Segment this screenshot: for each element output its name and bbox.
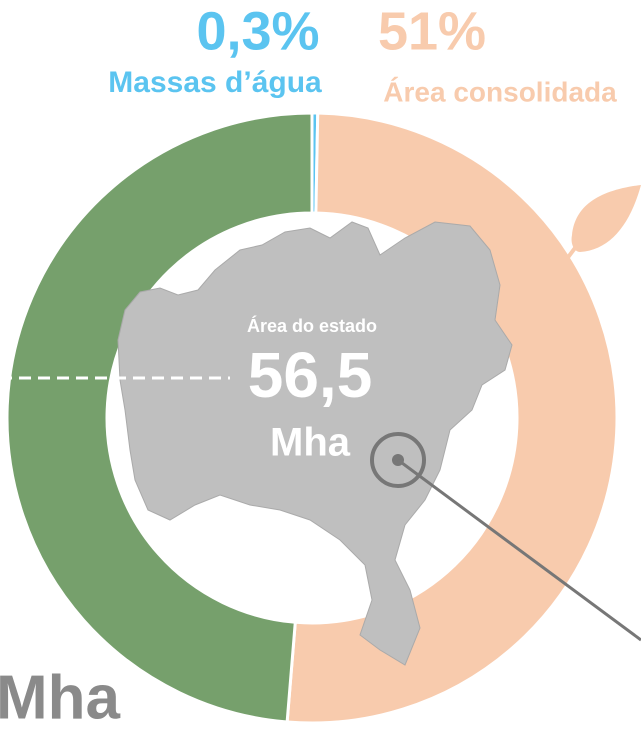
- state-map: [117, 221, 513, 666]
- donut-segment: [5, 111, 314, 724]
- category-label: Massas d’água: [108, 66, 322, 99]
- leaf-icon: [565, 185, 641, 262]
- center-value: 56,5: [248, 339, 373, 411]
- marker-ring: [370, 432, 426, 488]
- category-label: Área consolidada: [383, 76, 617, 107]
- leaf-stem: [564, 242, 580, 262]
- value-label: 51%: [378, 1, 486, 61]
- center-label: Área do estado: [247, 315, 377, 336]
- pointer-line: [397, 458, 641, 642]
- value-label: 0,3%: [196, 1, 319, 61]
- center-unit: Mha: [270, 421, 351, 465]
- annotation: Mha: [0, 663, 121, 732]
